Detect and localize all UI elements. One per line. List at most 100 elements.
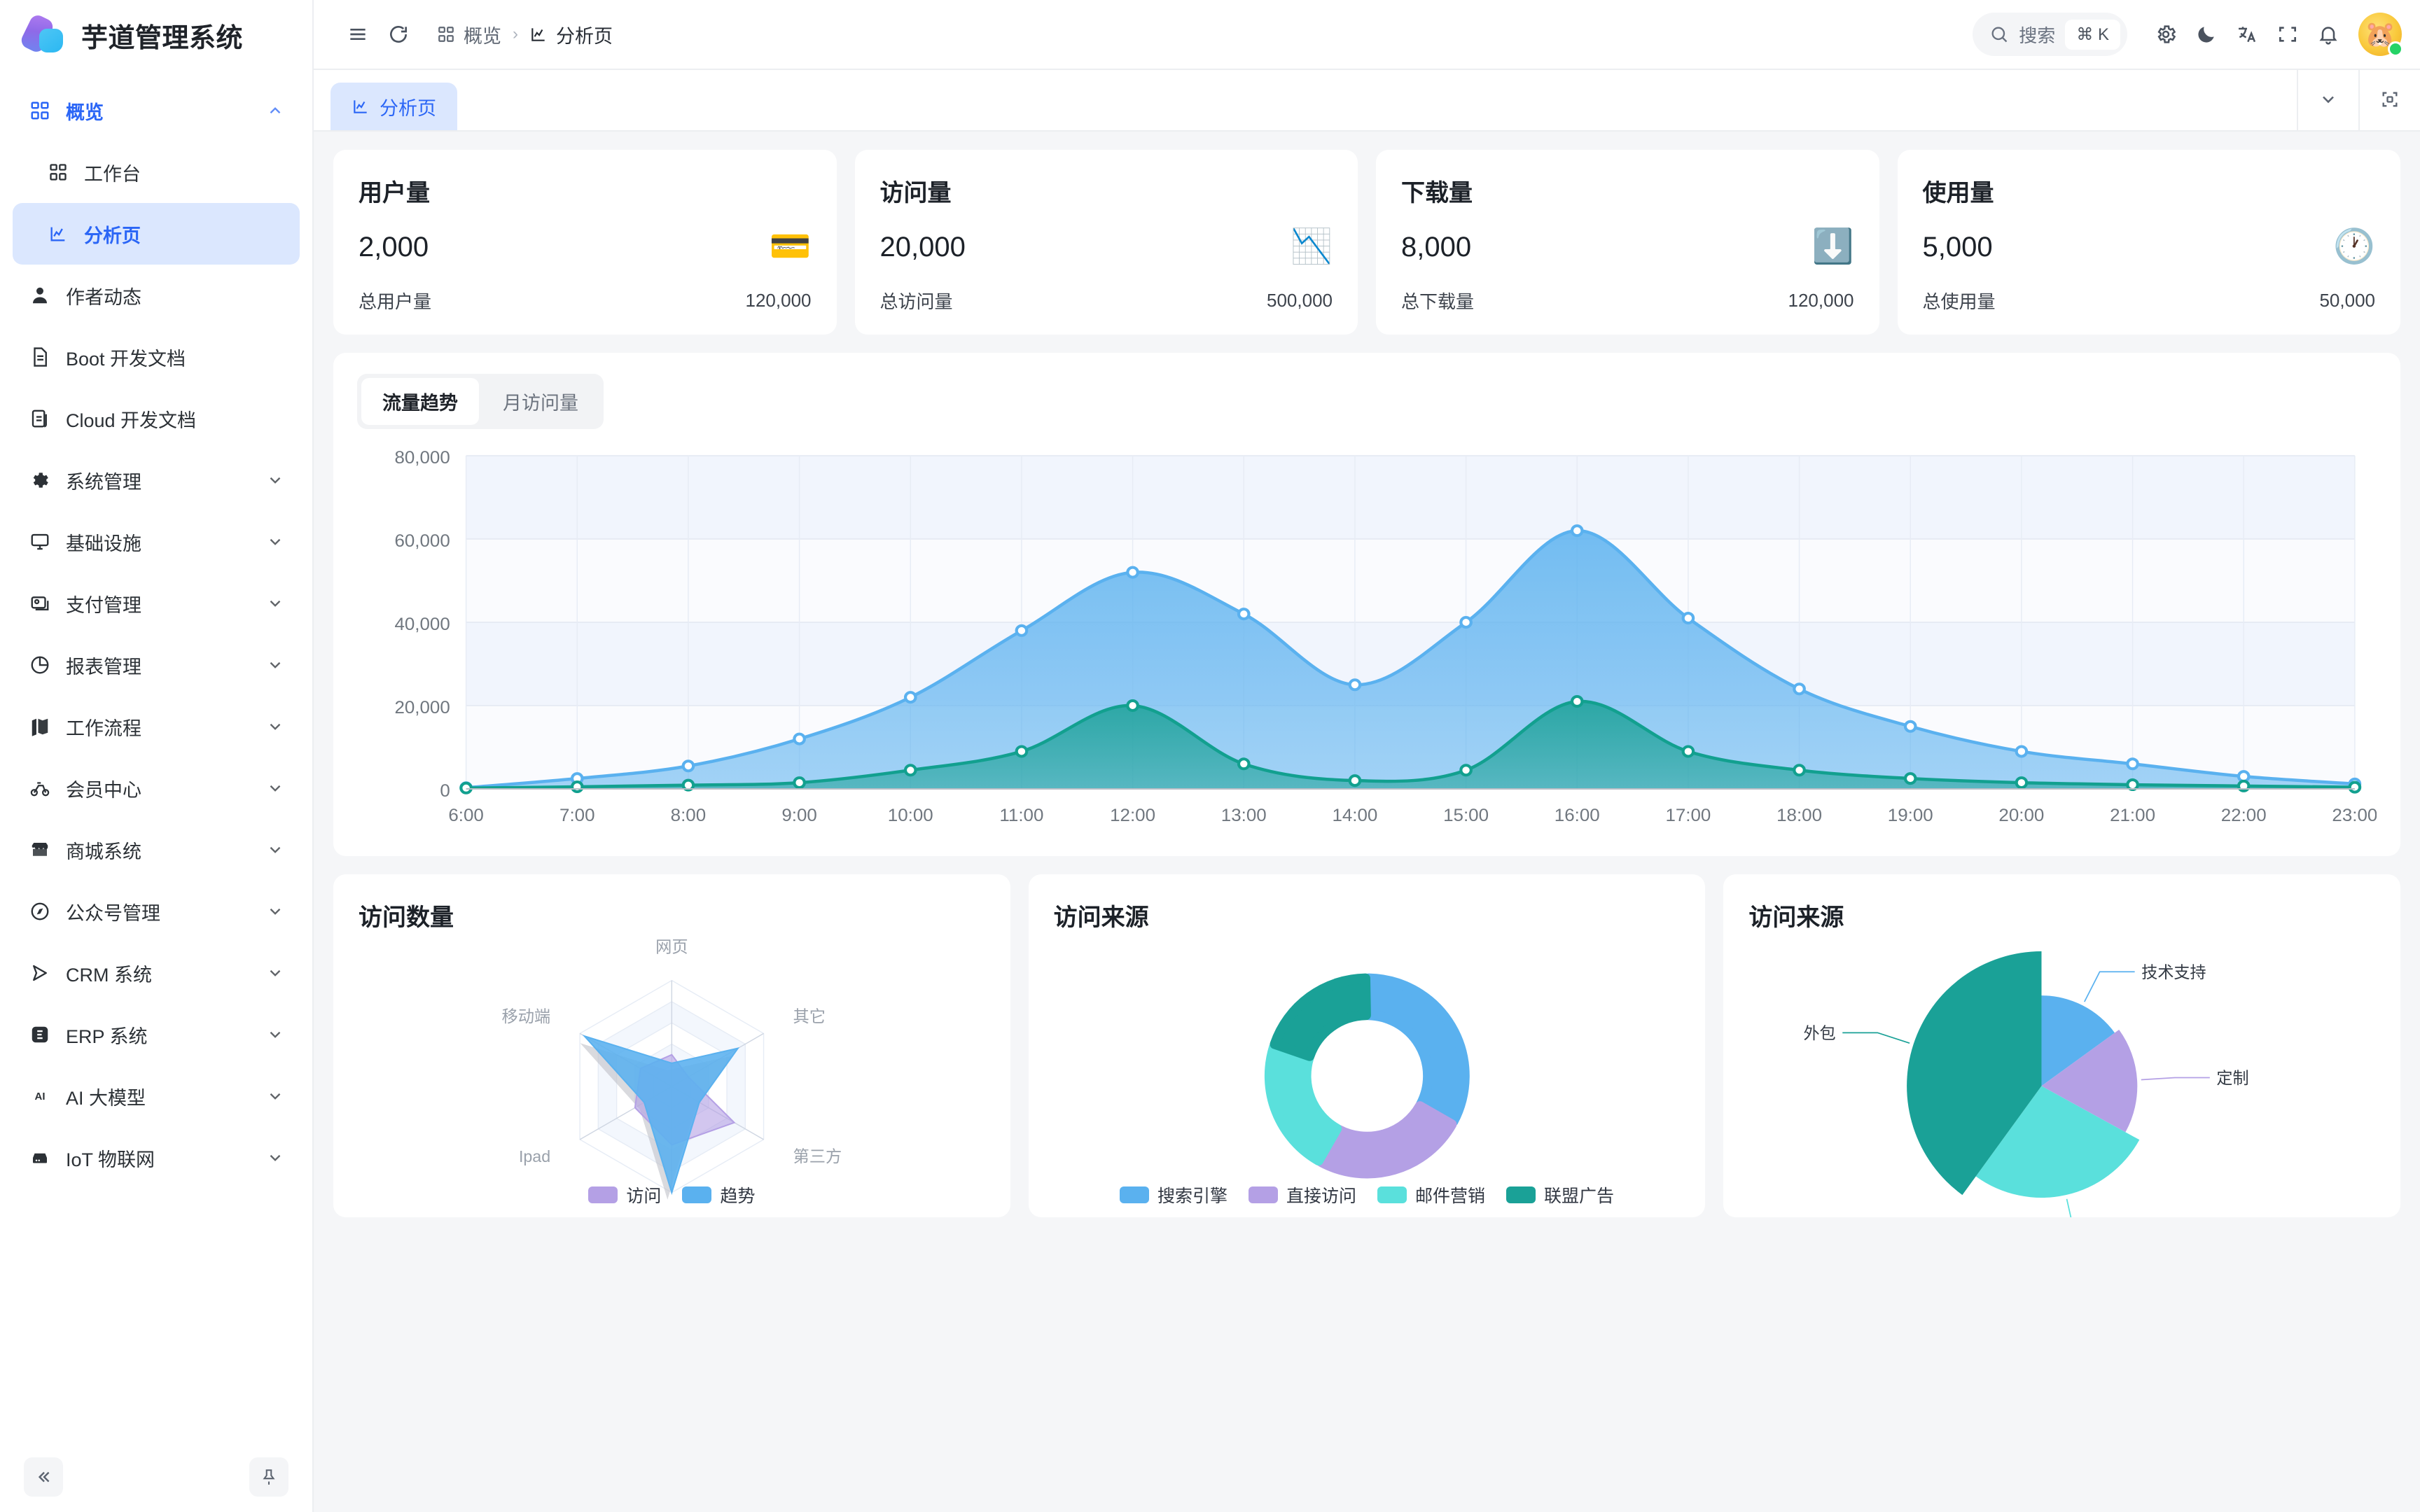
content-fullscreen-icon[interactable]	[2358, 69, 2420, 130]
refresh-icon[interactable]	[378, 14, 419, 55]
sidebar-item-crm[interactable]: CRM 系统	[13, 942, 300, 1004]
chevron-down-icon	[266, 902, 284, 920]
card-title: 访问量	[879, 180, 952, 206]
donut-chart	[1029, 934, 1706, 1217]
sidebar-item-workbench[interactable]: 工作台	[13, 141, 300, 203]
sidebar-item-report[interactable]: 报表管理	[13, 634, 300, 696]
chart-icon	[529, 25, 548, 43]
download-icon: ⬇️	[1811, 228, 1854, 265]
legend-item[interactable]: 趋势	[682, 1182, 755, 1208]
sidebar-item-infrastructure[interactable]: 基础设施	[13, 511, 300, 573]
online-status-dot	[2388, 41, 2403, 57]
legend-swatch	[588, 1186, 618, 1203]
pie-percent-icon: 📉	[1291, 228, 1333, 265]
translate-icon[interactable]	[2227, 14, 2267, 55]
sidebar-item-label: 分析页	[84, 225, 141, 246]
card-foot-label: 总下载量	[1401, 291, 1475, 312]
sidebar-item-official-account[interactable]: 公众号管理	[13, 881, 300, 942]
tab-label: 分析页	[380, 97, 436, 119]
legend-swatch	[1119, 1186, 1149, 1203]
card-title: 使用量	[1922, 180, 1994, 206]
sidebar-item-label: IoT 物联网	[66, 1149, 155, 1170]
bell-icon[interactable]	[2308, 14, 2349, 55]
svg-text:0: 0	[440, 781, 450, 800]
sidebar-footer	[0, 1442, 312, 1512]
svg-text:10:00: 10:00	[888, 806, 933, 825]
hamburger-icon[interactable]	[338, 14, 378, 55]
sidebar-item-author-news[interactable]: 作者动态	[13, 265, 300, 326]
sidebar-item-iot[interactable]: IoT 物联网	[13, 1127, 300, 1189]
sidebar-item-cloud-docs[interactable]: Cloud 开发文档	[13, 388, 300, 449]
sidebar-item-ai[interactable]: AI AI 大模型	[13, 1065, 300, 1127]
clock-icon: 🕐	[2333, 228, 2375, 265]
breadcrumb-item-analysis[interactable]: 分析页	[529, 21, 613, 48]
svg-text:AI: AI	[35, 1091, 46, 1102]
user-icon	[28, 284, 52, 307]
sidebar-item-workflow[interactable]: 工作流程	[13, 696, 300, 757]
main-area: 概览 › 分析页 搜索 ⌘ K 🐹	[314, 0, 2420, 1512]
card-value: 20,000	[879, 231, 966, 262]
sidebar-item-label: 基础设施	[66, 533, 141, 554]
card-foot-label: 总访问量	[879, 291, 953, 312]
sidebar-item-member[interactable]: 会员中心	[13, 757, 300, 819]
pin-icon[interactable]	[249, 1457, 288, 1497]
trend-tab-monthly[interactable]: 月访问量	[503, 393, 578, 414]
chevron-down-icon	[266, 1026, 284, 1044]
stat-card-downloads: 下载量 8,000 ⬇️ 总下载量 120,000	[1376, 150, 1879, 335]
legend-item[interactable]: 访问	[588, 1182, 661, 1208]
sidebar-item-label: 工作流程	[66, 718, 141, 739]
breadcrumb-item-overview[interactable]: 概览	[437, 21, 501, 48]
chevron-down-icon	[266, 841, 284, 859]
avatar[interactable]: 🐹	[2358, 13, 2403, 57]
card-foot-value: 120,000	[1788, 290, 1854, 311]
legend-swatch	[1377, 1186, 1407, 1203]
search-input[interactable]: 搜索 ⌘ K	[1973, 13, 2127, 56]
svg-text:19:00: 19:00	[1888, 806, 1933, 825]
fullscreen-icon[interactable]	[2267, 14, 2308, 55]
sidebar-item-overview[interactable]: 概览	[13, 80, 300, 141]
sidebar-item-label: ERP 系统	[66, 1026, 148, 1047]
trend-tab-traffic[interactable]: 流量趋势	[361, 378, 479, 425]
sidebar-item-analysis[interactable]: 分析页	[13, 203, 300, 265]
tabbar: 分析页	[314, 69, 2420, 132]
sidebar-item-erp[interactable]: ERP 系统	[13, 1004, 300, 1065]
chevron-down-icon	[266, 1149, 284, 1167]
card-foot-value: 500,000	[1267, 290, 1333, 311]
legend-item[interactable]: 邮件营销	[1377, 1182, 1485, 1208]
ai-icon: AI	[28, 1084, 52, 1108]
svg-text:80,000: 80,000	[394, 448, 450, 467]
card-value: 8,000	[1401, 231, 1472, 262]
legend-item[interactable]: 搜索引擎	[1119, 1182, 1228, 1208]
svg-text:13:00: 13:00	[1221, 806, 1267, 825]
panel-title: 访问来源	[1748, 904, 1844, 931]
legend-swatch	[1506, 1186, 1536, 1203]
flow-icon	[28, 715, 52, 738]
trend-panel: 流量趋势 月访问量 0 20,000 40,000 60,000 80,000 6:00 7…	[333, 353, 2400, 856]
sidebar-item-system-management[interactable]: 系统管理	[13, 449, 300, 511]
svg-text:7:00: 7:00	[559, 806, 594, 825]
svg-text:40,000: 40,000	[394, 615, 450, 634]
wallet-icon	[28, 592, 52, 615]
send-icon	[28, 961, 52, 985]
legend-item[interactable]: 联盟广告	[1506, 1182, 1614, 1208]
panel-title: 访问来源	[1053, 904, 1149, 931]
chevron-down-icon[interactable]	[2297, 69, 2358, 130]
gear-icon[interactable]	[2146, 14, 2186, 55]
stat-card-usage: 使用量 5,000 🕐 总使用量 50,000	[1897, 150, 2400, 335]
legend-label: 直接访问	[1286, 1186, 1356, 1206]
panel-title: 访问数量	[359, 904, 454, 931]
sidebar: 芋道管理系统 概览 工作台 分析页 作者动态 Boot	[0, 0, 314, 1512]
sidebar-item-mall[interactable]: 商城系统	[13, 819, 300, 881]
chevron-down-icon	[266, 964, 284, 982]
moon-icon[interactable]	[2186, 14, 2227, 55]
svg-text:21:00: 21:00	[2110, 806, 2155, 825]
tab-analysis[interactable]: 分析页	[331, 83, 457, 130]
legend-item[interactable]: 直接访问	[1248, 1182, 1356, 1208]
collapse-left-icon[interactable]	[24, 1457, 63, 1497]
svg-text:定制: 定制	[2217, 1069, 2249, 1087]
grid-icon	[437, 25, 455, 43]
sidebar-item-payment[interactable]: 支付管理	[13, 573, 300, 634]
sidebar-item-boot-docs[interactable]: Boot 开发文档	[13, 326, 300, 388]
stat-card-users: 用户量 2,000 💳 总用户量 120,000	[333, 150, 837, 335]
search-shortcut: ⌘ K	[2065, 19, 2120, 50]
